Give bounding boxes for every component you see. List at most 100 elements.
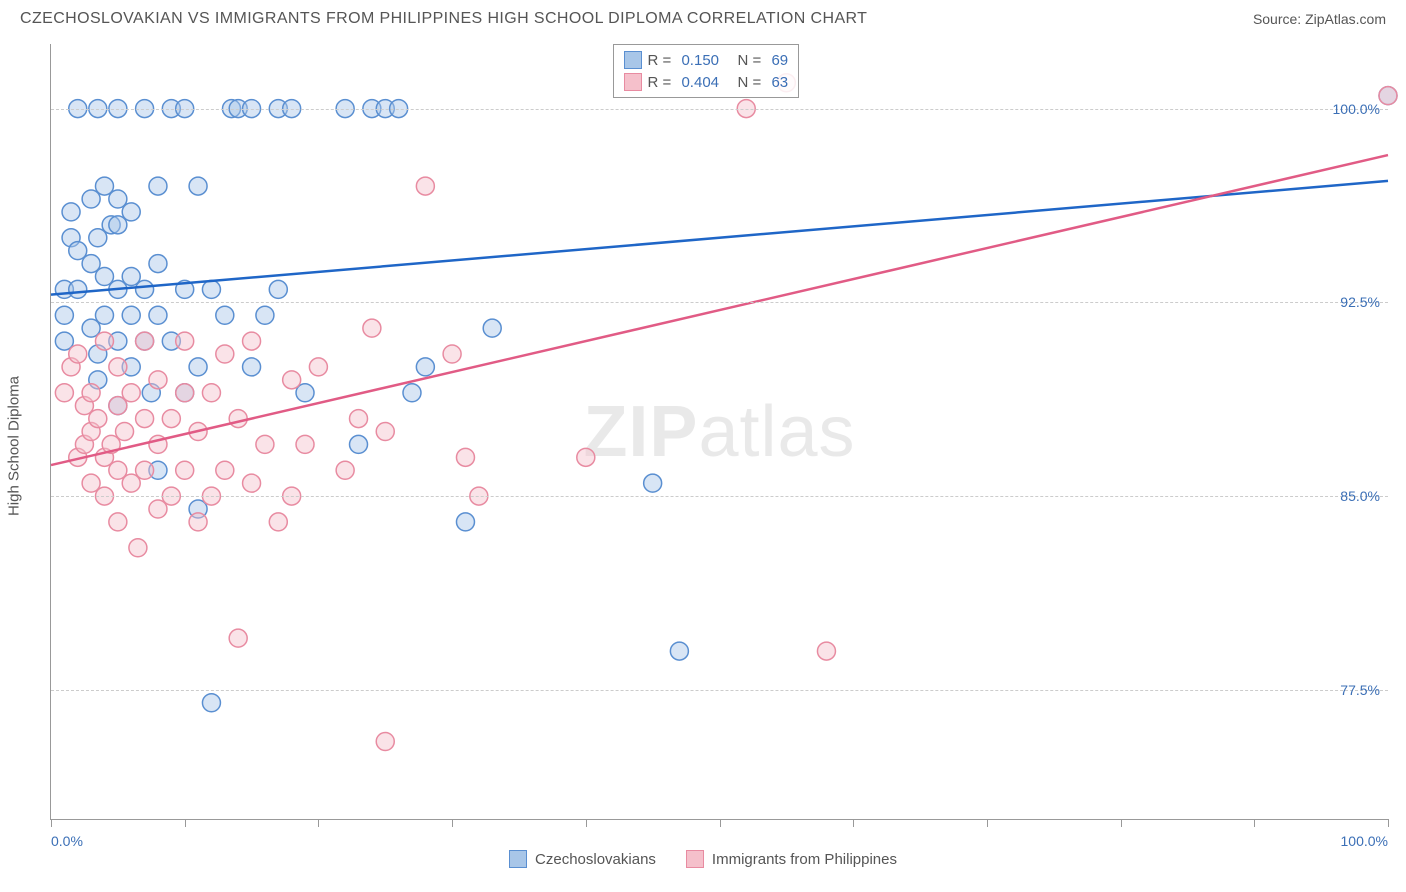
data-point: [69, 242, 87, 260]
legend-row: R = 0.404 N = 63: [624, 71, 789, 93]
xtick: [586, 819, 587, 827]
data-point: [82, 474, 100, 492]
data-point: [122, 474, 140, 492]
data-point: [202, 384, 220, 402]
data-point: [229, 629, 247, 647]
legend-swatch: [509, 850, 527, 868]
data-point: [243, 358, 261, 376]
y-axis-label: High School Diploma: [6, 376, 23, 516]
data-point: [149, 500, 167, 518]
legend-r-label: R =: [648, 52, 676, 69]
legend-row: R = 0.150 N = 69: [624, 49, 789, 71]
data-point: [55, 384, 73, 402]
watermark: ZIPatlas: [583, 391, 855, 473]
legend-correlation: R = 0.150 N = 69R = 0.404 N = 63: [613, 44, 800, 98]
legend-swatch: [686, 850, 704, 868]
regression-line: [51, 181, 1388, 295]
data-point: [243, 332, 261, 350]
legend-item: Czechoslovakians: [509, 850, 656, 868]
data-point: [350, 410, 368, 428]
legend-n-label: N =: [725, 74, 765, 91]
data-point: [216, 345, 234, 363]
data-point: [216, 461, 234, 479]
plot-area: ZIPatlas R = 0.150 N = 69R = 0.404 N = 6…: [50, 44, 1388, 820]
data-point: [62, 203, 80, 221]
data-point: [644, 474, 662, 492]
data-point: [363, 319, 381, 337]
legend-swatch: [624, 51, 642, 69]
xtick: [720, 819, 721, 827]
data-point: [136, 332, 154, 350]
data-point: [55, 280, 73, 298]
data-point: [202, 694, 220, 712]
data-point: [55, 332, 73, 350]
data-point: [95, 306, 113, 324]
gridline: [51, 302, 1388, 303]
data-point: [95, 268, 113, 286]
data-point: [189, 177, 207, 195]
data-point: [577, 448, 595, 466]
data-point: [189, 358, 207, 376]
data-point: [149, 177, 167, 195]
gridline: [51, 109, 1388, 110]
data-point: [95, 332, 113, 350]
chart-svg: [51, 44, 1388, 819]
data-point: [416, 358, 434, 376]
xtick: [185, 819, 186, 827]
data-point: [483, 319, 501, 337]
legend-label: Immigrants from Philippines: [712, 851, 897, 868]
data-point: [176, 461, 194, 479]
xtick: [318, 819, 319, 827]
data-point: [129, 539, 147, 557]
ytick-label: 92.5%: [1340, 294, 1380, 310]
data-point: [116, 423, 134, 441]
data-point: [75, 397, 93, 415]
legend-n-label: N =: [725, 52, 765, 69]
data-point: [149, 435, 167, 453]
regression-line: [51, 155, 1388, 465]
legend-r-value: 0.404: [681, 74, 719, 91]
data-point: [95, 448, 113, 466]
data-point: [122, 268, 140, 286]
data-point: [122, 358, 140, 376]
data-point: [216, 306, 234, 324]
data-point: [269, 280, 287, 298]
xtick: [1254, 819, 1255, 827]
data-point: [189, 423, 207, 441]
chart-title: CZECHOSLOVAKIAN VS IMMIGRANTS FROM PHILI…: [20, 10, 867, 28]
data-point: [109, 332, 127, 350]
data-point: [403, 384, 421, 402]
data-point: [296, 435, 314, 453]
data-point: [122, 203, 140, 221]
data-point: [82, 255, 100, 273]
data-point: [309, 358, 327, 376]
data-point: [256, 435, 274, 453]
data-point: [149, 306, 167, 324]
data-point: [82, 190, 100, 208]
data-point: [416, 177, 434, 195]
xtick: [1121, 819, 1122, 827]
data-point: [82, 384, 100, 402]
data-point: [176, 384, 194, 402]
data-point: [89, 371, 107, 389]
data-point: [122, 384, 140, 402]
data-point: [817, 642, 835, 660]
data-point: [456, 513, 474, 531]
data-point: [296, 384, 314, 402]
data-point: [62, 358, 80, 376]
data-point: [1379, 87, 1397, 105]
data-point: [102, 216, 120, 234]
data-point: [69, 448, 87, 466]
legend-r-value: 0.150: [681, 52, 719, 69]
legend-r-label: R =: [648, 74, 676, 91]
data-point: [109, 397, 127, 415]
data-point: [136, 280, 154, 298]
legend-label: Czechoslovakians: [535, 851, 656, 868]
data-point: [443, 345, 461, 363]
ytick-label: 77.5%: [1340, 682, 1380, 698]
ytick-label: 100.0%: [1333, 101, 1380, 117]
legend-item: Immigrants from Philippines: [686, 850, 897, 868]
data-point: [256, 306, 274, 324]
data-point: [229, 410, 247, 428]
chart-source: Source: ZipAtlas.com: [1253, 11, 1386, 27]
